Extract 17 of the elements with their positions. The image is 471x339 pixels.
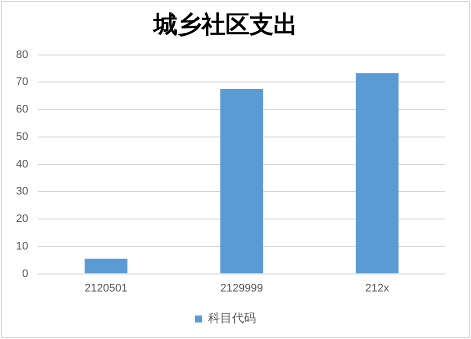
y-tick-label: 60 — [16, 104, 28, 116]
y-tick-label: 30 — [16, 186, 28, 198]
chart-title: 城乡社区支出 — [152, 10, 298, 39]
y-tick-label: 0 — [22, 268, 28, 280]
x-tick-label: 2129999 — [220, 282, 264, 294]
bar — [356, 73, 399, 274]
y-tick-label: 10 — [16, 240, 28, 252]
x-tick-label: 2120501 — [84, 282, 128, 294]
y-tick-label: 20 — [16, 213, 28, 226]
y-tick-label: 40 — [16, 158, 28, 170]
x-tick-label: 212x — [365, 282, 390, 294]
y-tick-label: 70 — [16, 76, 28, 88]
y-tick-label: 50 — [16, 130, 28, 143]
y-tick-label: 80 — [16, 48, 28, 61]
legend-label: 科目代码 — [208, 311, 256, 326]
bar — [84, 258, 128, 274]
bar — [220, 89, 263, 274]
